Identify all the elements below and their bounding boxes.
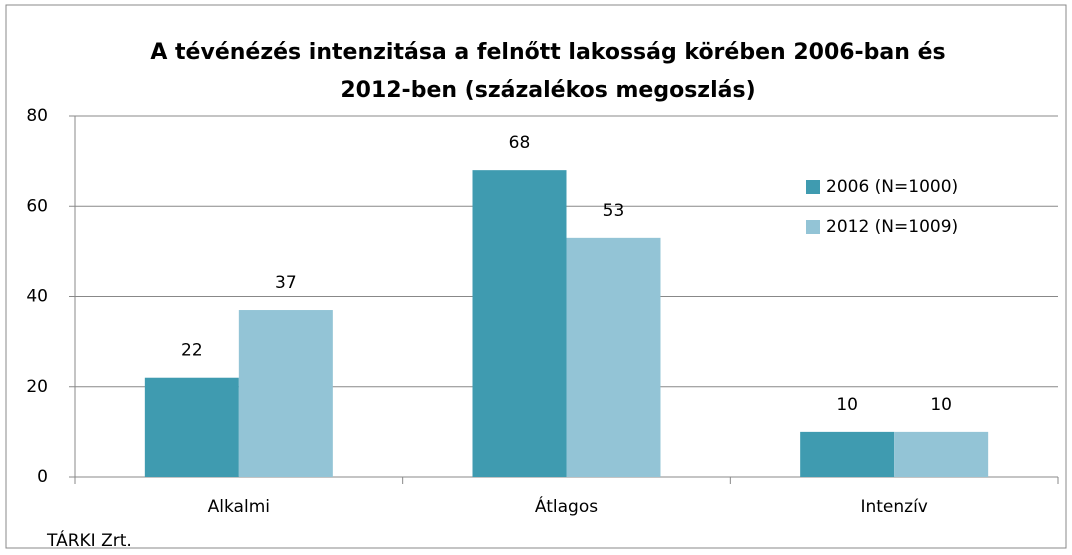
y-tick-label: 0 — [37, 467, 48, 487]
source-note: TÁRKI Zrt. — [46, 529, 132, 551]
y-tick-label: 20 — [26, 377, 48, 397]
y-tick-label: 60 — [26, 196, 48, 216]
bar — [566, 237, 661, 477]
data-label: 22 — [181, 341, 203, 361]
data-label: 53 — [603, 201, 625, 221]
legend-swatch — [806, 180, 820, 194]
data-label: 10 — [930, 395, 952, 415]
x-tick-label: Átlagos — [535, 495, 598, 517]
bar — [894, 431, 989, 477]
y-tick-label: 80 — [26, 106, 48, 126]
x-tick-label: Intenzív — [860, 497, 927, 517]
x-tick-label: Alkalmi — [208, 497, 270, 517]
chart-title: A tévénézés intenzitása a felnőtt lakoss… — [150, 40, 946, 103]
legend-label: 2006 (N=1000) — [826, 177, 958, 197]
data-label: 37 — [275, 273, 297, 293]
y-tick-label: 40 — [26, 287, 48, 307]
bar — [472, 170, 567, 477]
bar — [800, 431, 895, 477]
legend-swatch — [806, 220, 820, 234]
data-label: 10 — [836, 395, 858, 415]
legend-label: 2012 (N=1009) — [826, 217, 958, 237]
bar — [144, 377, 239, 477]
bar — [238, 310, 333, 477]
data-label: 68 — [509, 133, 531, 153]
